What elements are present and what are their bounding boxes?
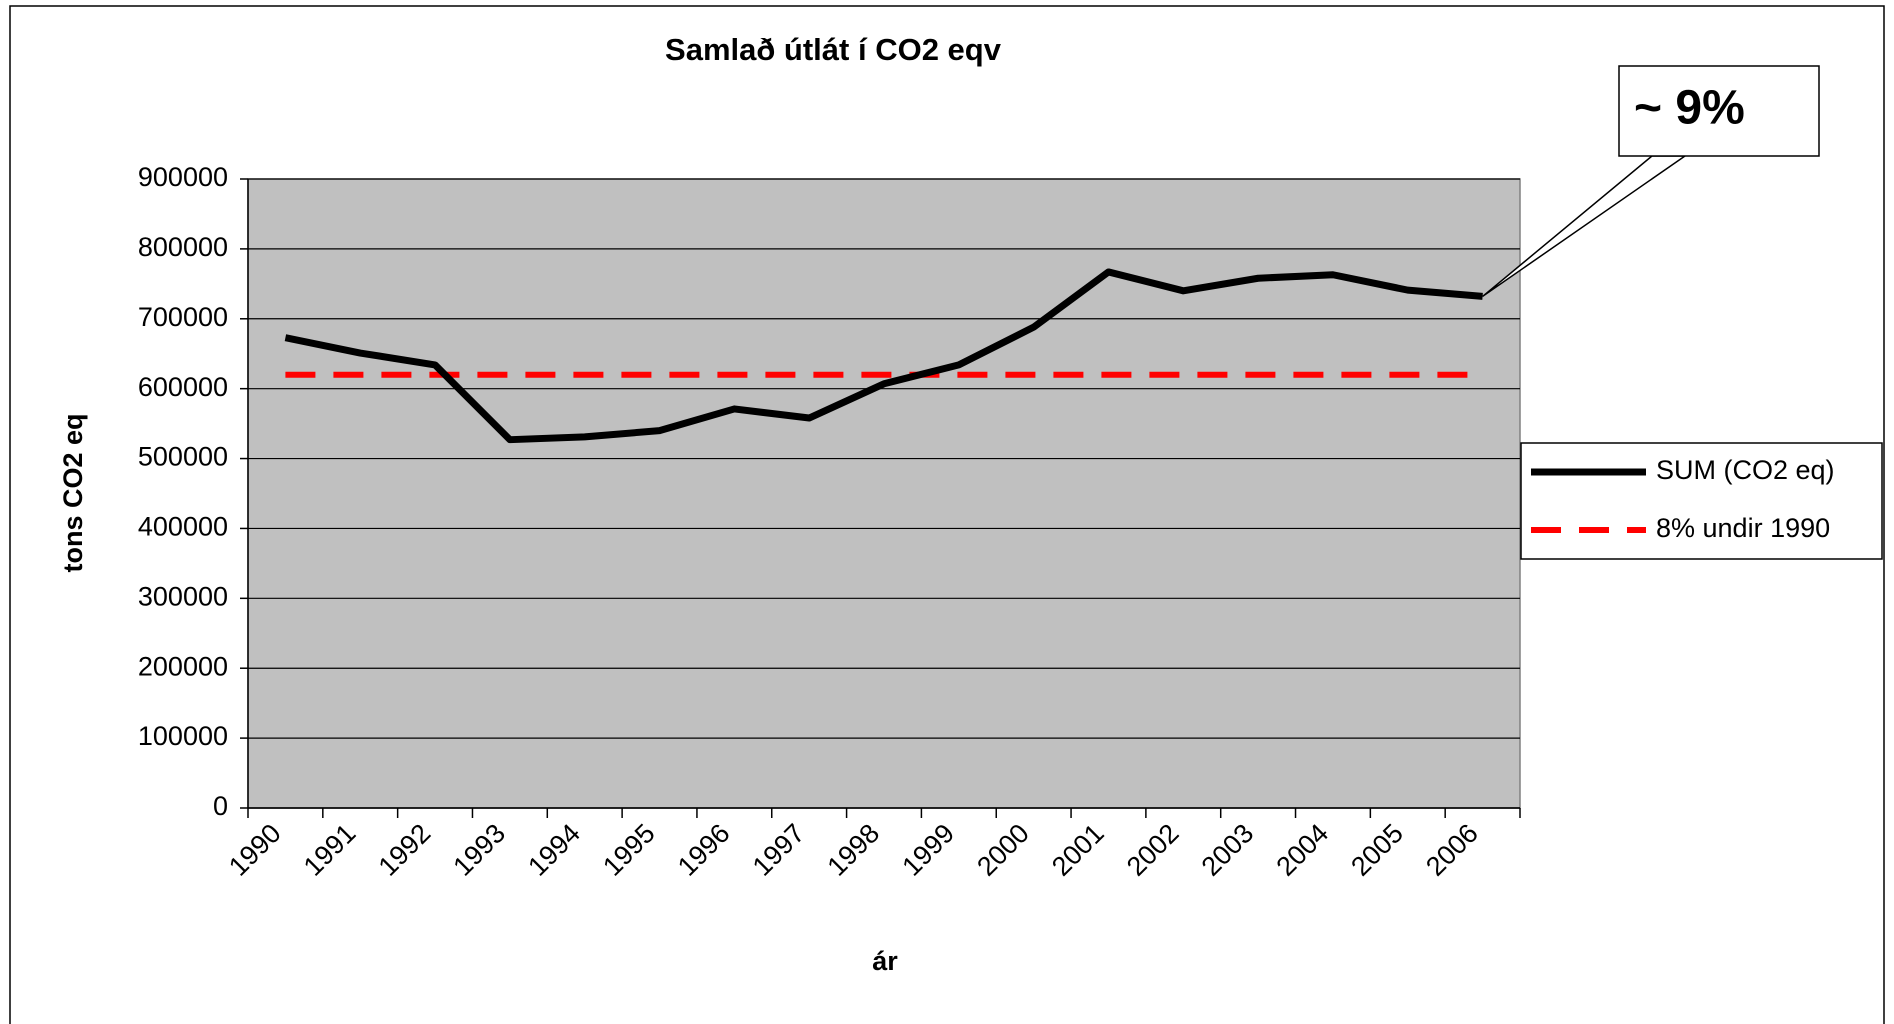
y-axis-label: tons CO2 eq (58, 413, 88, 572)
y-tick-label: 500000 (138, 442, 228, 472)
y-tick-label: 800000 (138, 232, 228, 262)
y-tick-label: 100000 (138, 721, 228, 751)
x-axis-label: ár (872, 946, 898, 976)
legend-box (1520, 442, 1883, 560)
y-tick-label: 200000 (138, 651, 228, 681)
y-tick-label: 600000 (138, 372, 228, 402)
legend-label: SUM (CO2 eq) (1656, 455, 1835, 485)
legend-label: 8% undir 1990 (1656, 513, 1830, 543)
y-tick-label: 0 (213, 791, 228, 821)
chart-title: Samlað útlát í CO2 eqv (665, 32, 1002, 67)
y-tick-label: 900000 (138, 162, 228, 192)
series-line (284, 268, 1483, 444)
y-tick-label: 400000 (138, 512, 228, 542)
annotation-box (1618, 65, 1820, 157)
y-tick-label: 700000 (138, 302, 228, 332)
y-tick-label: 300000 (138, 581, 228, 611)
annotation: ~ 9% (1634, 82, 1745, 135)
plot-area (247, 178, 1521, 809)
